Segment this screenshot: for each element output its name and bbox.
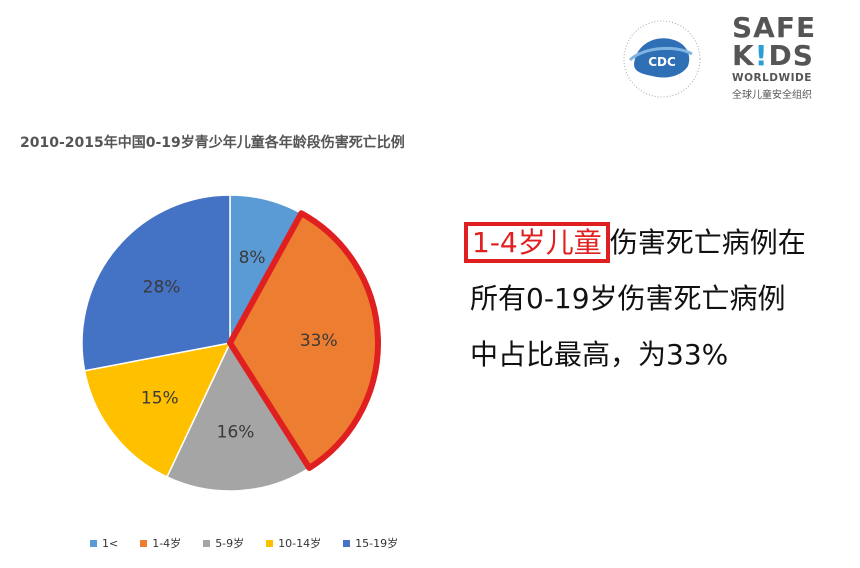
legend-swatch [266,539,274,547]
cdc-logo-text: CDC [648,55,676,69]
pie-label-0: 8% [239,248,266,268]
cdc-logo: CDC [623,20,701,98]
safekids-line1: SAFE [732,11,817,44]
safekids-worldwide: WORLDWIDE [732,72,812,84]
pie-label-2: 16% [217,423,255,443]
legend-label: 15-19岁 [355,537,399,550]
pie-slice-3 [83,341,232,478]
chart-title: 2010-2015年中国0-19岁青少年儿童各年龄段伤害死亡比例 [20,135,405,151]
legend-item-3: 10-14岁 [266,535,321,551]
legend-swatch [140,539,148,547]
legend-swatch [90,539,97,547]
pie-label-1: 33% [300,331,338,351]
legend-swatch [343,539,351,547]
legend-swatch [203,539,211,547]
statement-text: 1-4岁儿童 伤害死亡病例在所有0-19岁伤害死亡病例中占比最高，为33% [464,215,810,383]
legend-item-2: 5-9岁 [203,535,244,551]
pie-highlight-outline [227,210,381,471]
legend-label: 5-9岁 [215,537,245,550]
legend-item-1: 1-4岁 [140,535,181,551]
legend-label: 1< [102,536,119,550]
safekids-line2: K!DS [732,39,814,72]
safekids-chinese: 全球儿童安全组织 [732,90,812,101]
legend-item-4: 15-19岁 [343,535,398,551]
pie-label-4: 28% [143,277,181,297]
legend-label: 1-4岁 [152,537,182,550]
pie-slice-4 [81,194,231,372]
pie-slice-2 [165,341,311,492]
statement-highlight: 1-4岁儿童 [464,222,610,263]
legend-item-0: 1< [90,535,118,551]
legend-label: 10-14岁 [278,537,322,550]
statement-rest: 伤害死亡病例在所有0-19岁伤害死亡病例中占比最高，为33% [470,226,806,371]
pie-label-3: 15% [141,388,179,408]
legend: 1< 1-4岁 5-9岁 10-14岁 15-19岁 [90,535,398,551]
safekids-logo: SAFE K!DS WORLDWIDE 全球儿童安全组织 [732,11,842,102]
